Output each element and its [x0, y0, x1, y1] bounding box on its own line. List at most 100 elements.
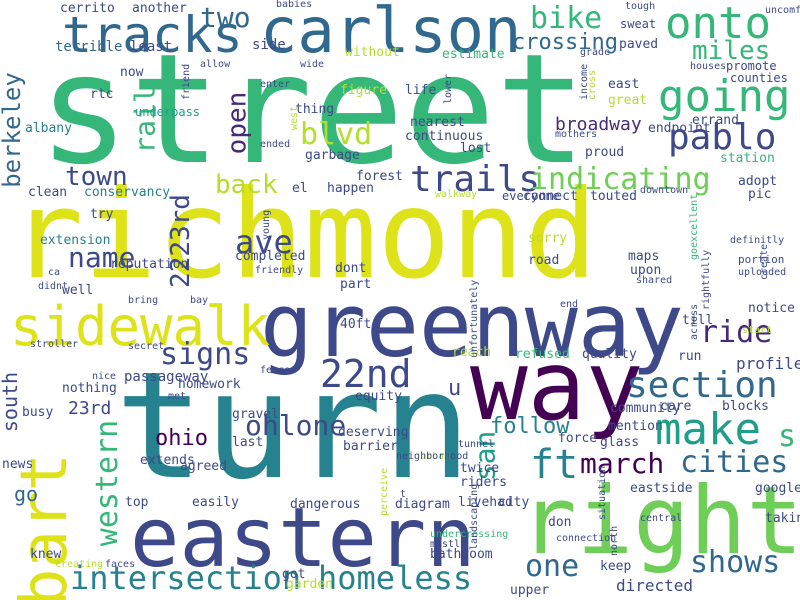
word-22nd: 22nd: [320, 352, 412, 396]
word-maps: maps: [628, 249, 660, 264]
word-grade: tough: [625, 1, 656, 12]
word-broadway: broadway: [555, 114, 642, 135]
word-garden: got: [282, 567, 306, 582]
word-last: gravel: [232, 407, 279, 422]
word-sidewalk: sidewalk: [10, 295, 271, 358]
word-completed: completed: [235, 249, 306, 264]
word-one: one: [525, 549, 580, 584]
word-reputation: walkway: [435, 189, 478, 200]
word-another: another: [132, 1, 187, 16]
word-upon: upon: [630, 263, 662, 278]
word-continuous: continuous: [405, 129, 484, 144]
word-underpass: underpass: [135, 105, 201, 119]
word-trails: trails: [410, 159, 541, 200]
word-adopt: adopt: [738, 174, 778, 189]
word-community: busy: [22, 405, 54, 420]
word-start: news: [2, 457, 34, 472]
word-rightfully: equity: [355, 389, 402, 404]
word-two: two: [200, 1, 251, 34]
word-ohlone: ohlone: [245, 409, 347, 442]
word-albany: albany: [25, 121, 72, 136]
word-equity: homework: [178, 377, 241, 392]
word-proud: proud: [585, 145, 625, 160]
word-stroller: bring: [128, 295, 159, 306]
word-terrible: terrible: [55, 39, 123, 55]
word-connection: connection: [556, 533, 617, 544]
word-indicating: indicating: [530, 162, 711, 197]
word-run: notice: [748, 301, 795, 316]
word-station: station: [720, 151, 775, 166]
word-across: across: [689, 303, 700, 340]
word-urban: reputation: [110, 257, 189, 272]
word-end: 40ft: [340, 317, 372, 332]
word-don: city: [498, 495, 530, 510]
word-create: dangerous: [290, 497, 361, 512]
word-estimate: estimate: [442, 47, 505, 62]
word-situation: situation: [597, 465, 608, 520]
word-now: now: [120, 65, 144, 80]
word-cross: endpoint: [648, 121, 711, 136]
word-reach: profile: [736, 354, 800, 373]
word-upper: garden: [286, 577, 333, 592]
word-notice: till: [682, 313, 714, 328]
word-south-box: south: [0, 368, 26, 438]
word-pablo: pablo: [668, 117, 777, 158]
word-conservancy: conservancy: [84, 185, 171, 200]
word-income: income: [579, 63, 590, 100]
word-lost: lost: [460, 141, 492, 156]
word-directed: upper: [510, 583, 550, 598]
word-quality: refused: [515, 347, 570, 362]
word-u: u: [448, 376, 462, 401]
word-refused: reach: [452, 345, 492, 360]
word-wide: wide: [300, 59, 325, 70]
word-young: mostly: [430, 539, 467, 550]
word-homeless: homeless: [318, 559, 473, 597]
word-faces: creating: [55, 559, 104, 570]
word-income: houses: [690, 61, 727, 72]
word-make: make: [655, 404, 761, 455]
word-back: back: [215, 170, 278, 200]
word-neighborhood: neighborhood: [396, 451, 469, 462]
word-going: going: [658, 71, 791, 122]
word-undercrossing: directed: [616, 576, 694, 595]
word-rightfully: rightfully: [701, 249, 712, 310]
word-try: try: [90, 207, 114, 222]
word-allow: allow: [200, 59, 231, 70]
word-touted: touted: [590, 189, 637, 204]
word-rail-box: rail: [128, 80, 162, 160]
word-rail: rail: [128, 86, 162, 154]
word-pic: pic: [748, 187, 772, 202]
word-care: community: [610, 401, 681, 416]
word-city: livehad: [458, 495, 513, 510]
word-friendly: ca: [48, 267, 61, 278]
word-everyone: downtown: [640, 185, 689, 196]
word-dangerous: easily: [192, 495, 239, 510]
word-agreed: extends: [140, 453, 195, 468]
word-friend: friend: [181, 63, 192, 100]
word-secret: bay: [190, 295, 209, 306]
word-news: agreed: [180, 459, 227, 474]
word-definitly: friendly: [255, 265, 304, 276]
word-life: life: [405, 83, 437, 98]
word-garbage: garbage: [305, 148, 360, 163]
word-busy: last: [232, 435, 264, 450]
word-ended: don: [548, 515, 572, 530]
word-paved: paved: [619, 37, 659, 52]
word-part: part: [340, 277, 372, 292]
word-follow: follow: [490, 414, 570, 439]
word-thing: thing: [295, 102, 335, 117]
word-crossing: crossing: [512, 30, 618, 55]
word-landscaping: landscaping: [469, 483, 480, 550]
word-well: well: [62, 283, 94, 298]
word-mention: glass: [600, 435, 640, 450]
word-unfortunately: unfortunately: [469, 279, 480, 358]
word-top: google: [755, 481, 800, 496]
word-signs: signs: [160, 337, 251, 372]
word-extension: extension: [40, 233, 111, 248]
word-young: young: [261, 209, 272, 240]
word-nearest: nearest: [410, 115, 465, 130]
word-without: without: [345, 45, 400, 60]
word-blvd: blvd: [300, 117, 373, 152]
word-t: t: [400, 489, 407, 500]
word-situation: mothers: [555, 129, 598, 140]
